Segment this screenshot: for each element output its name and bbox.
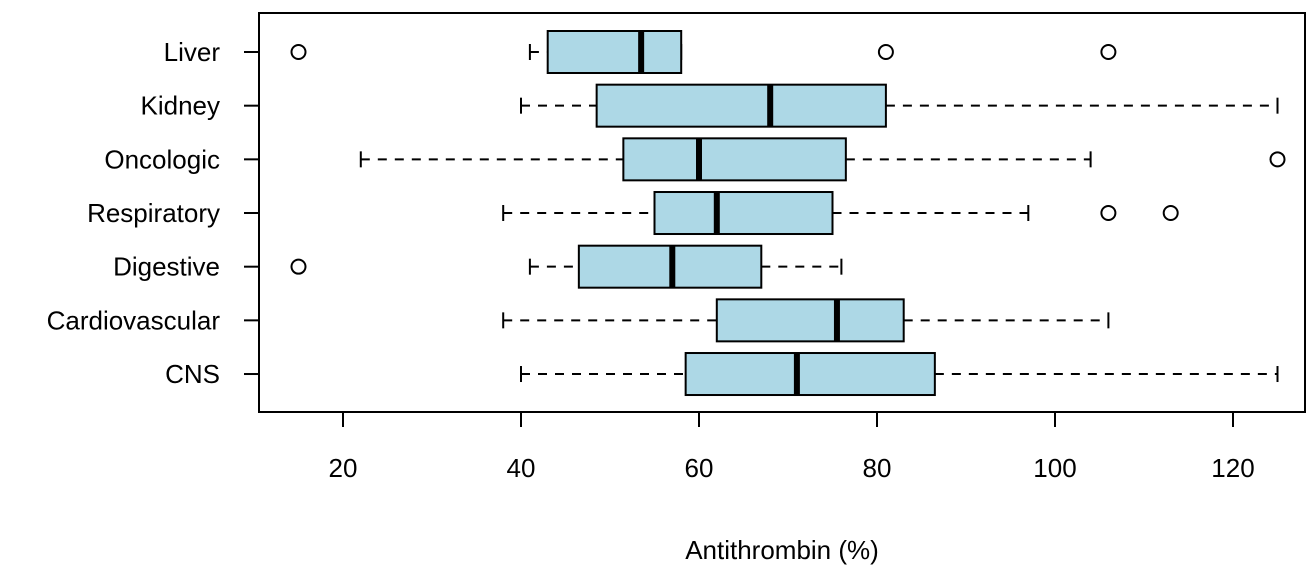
outlier-point — [1100, 205, 1117, 222]
category-label: Liver — [164, 37, 221, 67]
outlier-point — [1162, 205, 1179, 222]
box-iqr — [546, 30, 683, 74]
box-group-respiratory — [502, 191, 1179, 236]
box-iqr — [653, 191, 834, 236]
category-axis: Liver Kidney Oncologic Respiratory Digestive… — [47, 37, 259, 389]
outlier-point — [1269, 151, 1286, 168]
box-iqr — [684, 352, 936, 397]
box-group-liver — [290, 30, 1117, 74]
x-tick-label: 80 — [863, 453, 892, 483]
x-axis-title: Antithrombin (%) — [685, 535, 879, 565]
category-label: Respiratory — [87, 198, 220, 228]
box-iqr — [622, 137, 847, 182]
box-iqr — [595, 83, 887, 128]
category-label: Digestive — [113, 252, 220, 282]
x-tick-label: 120 — [1211, 453, 1254, 483]
x-tick-label: 100 — [1033, 453, 1076, 483]
outlier-point — [290, 44, 307, 60]
x-tick-label: 20 — [329, 453, 358, 483]
box-group-kidney — [520, 83, 1279, 128]
outlier-point — [877, 44, 894, 60]
category-label: Kidney — [141, 91, 221, 121]
outlier-point — [1100, 44, 1117, 60]
box-group-digestive — [290, 244, 843, 289]
category-label: Oncologic — [104, 144, 220, 174]
category-label: Cardiovascular — [47, 305, 221, 335]
x-tick-label: 40 — [507, 453, 536, 483]
box-group-cns — [520, 352, 1279, 397]
outlier-point — [290, 258, 307, 275]
box-iqr — [715, 298, 905, 343]
x-tick-label: 60 — [685, 453, 714, 483]
value-axis: 20 40 60 80 100 120 — [329, 411, 1255, 483]
category-label: CNS — [165, 359, 220, 389]
box-group-oncologic — [359, 137, 1286, 182]
box-group-cardiovascular — [502, 298, 1110, 343]
box-layer — [290, 30, 1286, 397]
